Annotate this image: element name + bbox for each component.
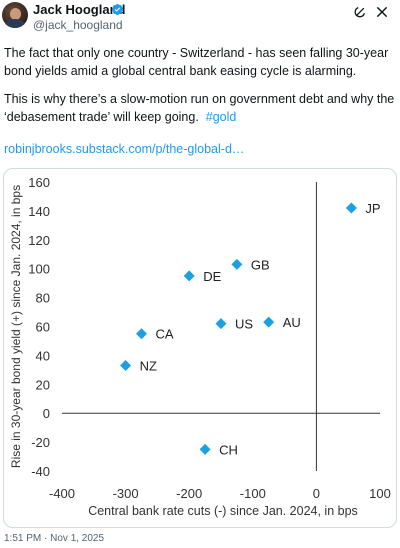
y-tick-label: -40 (31, 464, 50, 479)
tweet-header: Jack Hoogland @jack_hoogland (0, 0, 400, 40)
author-name[interactable]: Jack Hoogland (33, 2, 126, 17)
y-tick-label: 40 (36, 348, 50, 363)
point-label-ch: CH (219, 442, 238, 457)
hashtag-link[interactable]: #gold (205, 110, 237, 124)
point-label-au: AU (283, 315, 301, 330)
point-label-de: DE (203, 269, 221, 284)
data-point-us (215, 318, 227, 330)
data-point-de (183, 270, 195, 282)
article-link[interactable]: robinjbrooks.substack.com/p/the-global-d… (4, 142, 245, 156)
author-handle[interactable]: @jack_hoogland (33, 18, 123, 32)
x-tick-label: -400 (49, 486, 75, 501)
x-tick-label: -300 (113, 486, 139, 501)
grok-icon[interactable] (353, 5, 367, 19)
x-tick-label: -100 (240, 486, 266, 501)
y-tick-label: 20 (36, 377, 50, 392)
chart-image[interactable]: -40 -20 0 20 40 60 80 100 120 140 160 -400 -300 -200-… (3, 168, 397, 528)
point-label-jp: JP (365, 201, 380, 216)
y-tick-label: 80 (36, 291, 50, 306)
avatar[interactable] (2, 2, 28, 28)
close-icon[interactable] (374, 4, 390, 20)
point-label-ca: CA (156, 327, 174, 342)
point-label-nz: NZ (140, 359, 157, 374)
tweet-timestamp[interactable]: 1:51 PM · Nov 1, 2025 (4, 533, 105, 544)
y-axis-title: Rise in 30-year bond yield (+) since Jan… (9, 185, 23, 468)
y-tick-label: 120 (28, 233, 50, 248)
x-tick-label: 100 (369, 486, 391, 501)
x-tick-label: -200 (176, 486, 202, 501)
y-tick-label: 60 (36, 320, 50, 335)
point-label-us: US (235, 317, 253, 332)
x-tick-label: 0 (313, 486, 320, 501)
y-tick-label: 0 (43, 406, 50, 421)
verified-badge-icon (111, 3, 124, 16)
tweet-paragraph-2: This is why there’s a slow-motion run on… (4, 90, 396, 126)
data-point-ca (136, 328, 147, 340)
data-point-au (263, 316, 275, 328)
y-tick-label: 160 (28, 175, 50, 190)
tweet-paragraph-1: The fact that only one country - Switzer… (4, 46, 389, 78)
tweet-text: The fact that only one country - Switzer… (4, 44, 396, 136)
data-point-ch (199, 443, 211, 455)
y-tick-label: 140 (28, 204, 50, 219)
data-point-jp (345, 202, 357, 214)
tweet-paragraph-2-text: This is why there’s a slow-motion run on… (4, 92, 395, 124)
data-point-nz (120, 360, 132, 372)
y-tick-label: 100 (28, 262, 50, 277)
y-tick-label: -20 (31, 435, 50, 450)
point-label-gb: GB (251, 257, 270, 272)
data-point-gb (231, 258, 243, 270)
x-axis-title: Central bank rate cuts (-) since Jan. 20… (88, 504, 358, 518)
